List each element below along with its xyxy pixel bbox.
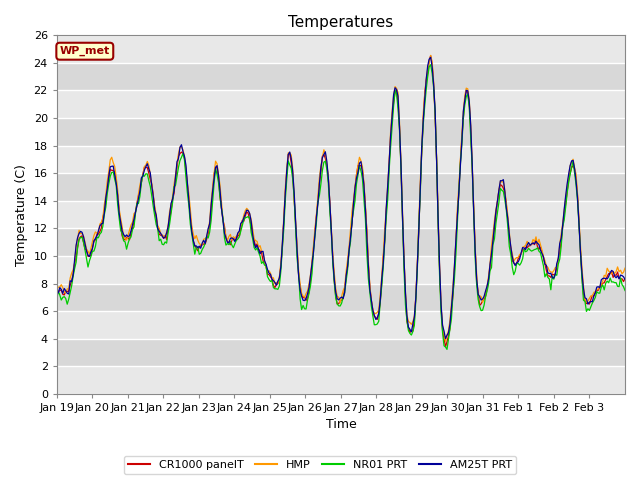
HMP [427,52,435,58]
AM25T PRT [345,247,353,253]
Bar [57,36,625,63]
HMP [72,243,80,249]
Bar [57,173,625,201]
Bar [57,228,625,256]
HMP [621,265,629,271]
Bar [57,339,625,366]
Title: Temperatures: Temperatures [288,15,394,30]
Line: AM25T PRT: AM25T PRT [57,57,625,338]
Bar [57,284,625,311]
Bar [57,311,625,339]
AM25T PRT [545,271,553,276]
Bar [57,201,625,228]
Bar [57,201,625,228]
Bar [57,173,625,201]
Bar [57,366,625,394]
Line: HMP: HMP [57,55,625,341]
Bar [57,228,625,256]
AM25T PRT [461,97,468,103]
NR01 PRT [461,102,468,108]
Bar [57,366,625,394]
Bar [57,118,625,145]
Bar [57,91,625,118]
Bar [57,145,625,173]
NR01 PRT [545,276,553,282]
Text: WP_met: WP_met [60,46,110,56]
AM25T PRT [442,336,449,341]
CR1000 panelT [90,239,98,244]
CR1000 panelT [620,279,627,285]
Line: CR1000 panelT: CR1000 panelT [57,56,625,347]
Legend: CR1000 panelT, HMP, NR01 PRT, AM25T PRT: CR1000 panelT, HMP, NR01 PRT, AM25T PRT [124,456,516,474]
NR01 PRT [621,288,629,293]
NR01 PRT [72,259,80,265]
Bar [57,311,625,339]
AM25T PRT [72,242,80,248]
HMP [442,338,449,344]
Bar [57,339,625,366]
CR1000 panelT [621,276,629,281]
AM25T PRT [90,238,98,243]
HMP [620,269,627,275]
CR1000 panelT [545,273,553,279]
NR01 PRT [443,347,451,352]
Bar [57,256,625,284]
HMP [545,268,553,274]
Bar [57,228,625,256]
CR1000 panelT [72,254,80,260]
AM25T PRT [620,274,627,280]
NR01 PRT [53,295,61,301]
NR01 PRT [620,284,627,289]
CR1000 panelT [53,287,61,293]
NR01 PRT [427,62,435,68]
Bar [57,339,625,366]
CR1000 panelT [442,344,449,349]
Bar [57,311,625,339]
Bar [57,201,625,228]
Line: NR01 PRT: NR01 PRT [57,65,625,349]
Y-axis label: Temperature (C): Temperature (C) [15,164,28,265]
HMP [53,286,61,292]
Bar [57,284,625,311]
AM25T PRT [621,276,629,282]
HMP [345,244,353,250]
Bar [57,256,625,284]
CR1000 panelT [427,53,435,59]
CR1000 panelT [461,96,468,102]
X-axis label: Time: Time [326,419,356,432]
NR01 PRT [345,249,353,254]
AM25T PRT [53,289,61,295]
CR1000 panelT [345,247,353,253]
Bar [57,256,625,284]
Bar [57,284,625,311]
Bar [57,63,625,91]
HMP [90,233,98,239]
HMP [461,93,468,99]
AM25T PRT [427,54,435,60]
NR01 PRT [90,248,98,254]
